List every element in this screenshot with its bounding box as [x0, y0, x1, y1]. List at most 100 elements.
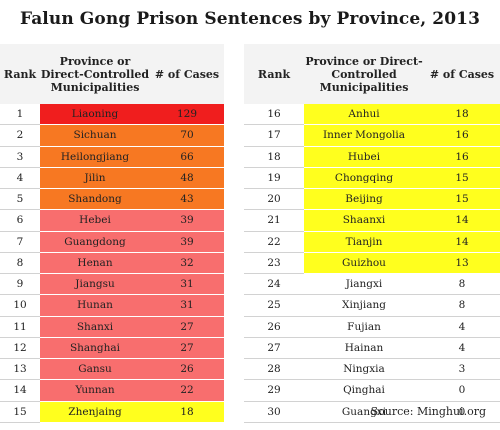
table-row: 7 Guangdong 39	[0, 231, 224, 253]
rank-cell: 14	[0, 380, 40, 402]
province-cell: Hunan	[40, 295, 150, 317]
table-row: 6 Hebei 39	[0, 210, 224, 232]
province-cell: Jilin	[40, 167, 150, 189]
cases-cell: 27	[150, 337, 224, 359]
cases-cell: 16	[424, 146, 500, 168]
rank-cell: 12	[0, 338, 40, 359]
header-rank: Rank	[257, 67, 291, 81]
province-cell: Shanxi	[40, 316, 150, 338]
table-row: 21 Shaanxi 14	[244, 210, 500, 232]
rank-cell: 28	[244, 359, 304, 381]
province-cell: Beijing	[304, 189, 424, 211]
province-cell: Fujian	[304, 317, 424, 338]
cases-cell: 8	[424, 274, 500, 296]
table-row: 3 Heilongjiang 66	[0, 146, 224, 168]
cases-cell: 31	[150, 274, 224, 296]
rank-cell: 3	[0, 147, 40, 168]
table-row: 14 Yunnan 22	[0, 380, 224, 402]
rank-cell: 2	[0, 125, 40, 147]
rank-cell: 15	[0, 402, 40, 423]
rank-cell: 30	[244, 402, 304, 423]
cases-cell: 39	[150, 210, 224, 232]
table-body: 1 Liaoning 129 2 Sichuan 70 3 Heilongjiang 66 4 Ji…	[0, 104, 224, 423]
cases-cell: 26	[150, 359, 224, 381]
table-row: 11 Shanxi 27	[0, 316, 224, 338]
rank-cell: 19	[244, 168, 304, 189]
table-row: 20 Beijing 15	[244, 189, 500, 211]
table-row: 24 Jiangxi 8	[244, 274, 500, 296]
rank-cell: 20	[244, 189, 304, 211]
rank-cell: 9	[0, 274, 40, 296]
table-body: 16 Anhui 18 17 Inner Mongolia 16 18 Hubei 16 19 Ch…	[244, 104, 500, 423]
cases-cell: 8	[424, 295, 500, 317]
rank-cell: 4	[0, 168, 40, 189]
cases-cell: 31	[150, 295, 224, 317]
rank-cell: 16	[244, 104, 304, 126]
table-row: 9 Jiangsu 31	[0, 274, 224, 296]
table-row: 15 Zhenjaing 18	[0, 401, 224, 423]
rank-cell: 13	[0, 359, 40, 381]
province-cell: Guangdong	[40, 231, 150, 253]
rank-cell: 1	[0, 104, 40, 126]
table-row: 18 Hubei 16	[244, 146, 500, 168]
cases-cell: 48	[150, 167, 224, 189]
cases-cell: 39	[150, 231, 224, 253]
province-cell: Sichuan	[40, 125, 150, 147]
rank-cell: 25	[244, 295, 304, 317]
province-cell: Jiangsu	[40, 274, 150, 296]
table-row: 10 Hunan 31	[0, 295, 224, 317]
header-province: Province or Direct-Controlled Municipali…	[40, 54, 150, 94]
cases-cell: 27	[150, 316, 224, 338]
rank-cell: 22	[244, 232, 304, 253]
cases-cell: 13	[424, 252, 500, 274]
province-cell: Heilongjiang	[40, 146, 150, 168]
cases-cell: 14	[424, 210, 500, 232]
rank-cell: 8	[0, 253, 40, 274]
province-cell: Yunnan	[40, 380, 150, 402]
table-header: Rank Province or Direct-Controlled Munic…	[244, 44, 500, 104]
table-row: 16 Anhui 18	[244, 104, 500, 126]
table-row: 29 Qinghai 0	[244, 380, 500, 402]
table-row: 19 Chongqing 15	[244, 167, 500, 189]
cases-cell: 32	[150, 252, 224, 274]
rank-cell: 6	[0, 210, 40, 232]
province-cell: Tianjin	[304, 231, 424, 253]
table-row: 8 Henan 32	[0, 252, 224, 274]
province-cell: Shandong	[40, 189, 150, 211]
province-cell: Qinghai	[304, 380, 424, 402]
rank-cell: 17	[244, 125, 304, 147]
header-rank: Rank	[3, 67, 37, 81]
province-cell: Liaoning	[40, 104, 150, 126]
table-row: 26 Fujian 4	[244, 317, 500, 338]
table-row: 12 Shanghai 27	[0, 337, 224, 359]
province-cell: Henan	[40, 252, 150, 274]
table-header: Rank Province or Direct-Controlled Munic…	[0, 44, 224, 104]
table-row: 5 Shandong 43	[0, 189, 224, 211]
province-cell: Hebei	[40, 210, 150, 232]
table-row: 23 Guizhou 13	[244, 252, 500, 274]
province-cell: Chongqing	[304, 167, 424, 189]
province-cell: Shanghai	[40, 337, 150, 359]
table-row: 1 Liaoning 129	[0, 104, 224, 126]
rank-cell: 27	[244, 338, 304, 359]
table-row: 27 Hainan 4	[244, 338, 500, 359]
cases-cell: 16	[424, 125, 500, 147]
cases-cell: 129	[150, 104, 224, 126]
cases-cell: 3	[424, 359, 500, 381]
cases-cell: 18	[150, 401, 224, 423]
cases-cell: 22	[150, 380, 224, 402]
cases-cell: 4	[424, 317, 500, 338]
rank-cell: 24	[244, 274, 304, 296]
province-cell: Gansu	[40, 359, 150, 381]
table-row: 13 Gansu 26	[0, 359, 224, 381]
cases-cell: 4	[424, 338, 500, 359]
table-row: 17 Inner Mongolia 16	[244, 125, 500, 147]
header-province: Province or Direct-Controlled Municipali…	[305, 54, 423, 94]
table-row: 30 Guangxi 0	[244, 402, 500, 423]
rank-cell: 7	[0, 232, 40, 253]
province-cell: Zhenjaing	[40, 401, 150, 423]
province-cell: Anhui	[304, 104, 424, 126]
rank-cell: 11	[0, 317, 40, 338]
cases-cell: 0	[424, 402, 500, 423]
header-cases: # of Cases	[154, 67, 220, 81]
